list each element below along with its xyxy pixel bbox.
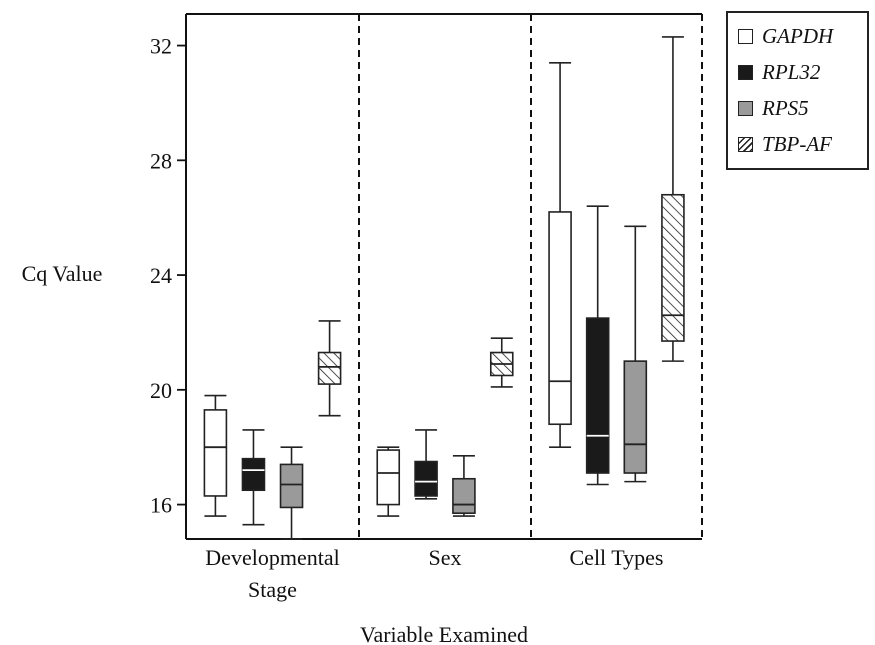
y-tick-label: 28: [150, 148, 172, 173]
legend-label: RPS5: [762, 95, 809, 120]
group-label: Sex: [429, 545, 462, 570]
legend-swatch: [738, 64, 753, 80]
legend-label: RPL32: [762, 59, 821, 84]
y-tick-label: 20: [150, 378, 172, 403]
group-label-line: Cell Types: [570, 545, 664, 570]
group-label: Developmental Stage: [205, 545, 339, 602]
x-axis-label: Variable Examined: [360, 622, 528, 645]
legend-label: GAPDH: [762, 23, 834, 48]
group-label-line: Developmental: [205, 545, 339, 570]
group-label-line: Sex: [429, 545, 462, 570]
y-axis-label: Cq Value: [22, 261, 103, 286]
group-label: Cell Types: [570, 545, 664, 570]
legend-item-rps5: RPS5: [738, 93, 809, 123]
box-rpl32-g1: [414, 460, 438, 497]
box-gapdh-g0: [203, 409, 228, 497]
box-tbp-af-g2: [661, 193, 685, 342]
box-gapdh-g1: [376, 449, 401, 506]
legend-swatch: [738, 28, 753, 44]
legend: GAPDH RPL32 RPS5 TBP-AF: [726, 11, 869, 170]
legend-item-rpl32: RPL32: [738, 57, 820, 87]
y-tick-label: 16: [150, 493, 172, 518]
legend-item-tbp-af: TBP-AF: [738, 129, 832, 159]
group-label-line: Stage: [248, 577, 297, 602]
legend-item-gapdh: GAPDH: [738, 21, 833, 51]
box-tbp-af-g0: [317, 351, 342, 385]
y-tick-label: 24: [150, 263, 172, 288]
box-rpl32-g2: [585, 317, 610, 474]
legend-swatch: [738, 136, 753, 152]
box-rps5-g2: [623, 360, 648, 474]
y-tick-label: 32: [150, 34, 172, 59]
legend-swatch: [738, 100, 753, 116]
box-gapdh-g2: [548, 211, 572, 426]
box-rps5-g1: [452, 477, 476, 514]
box-rps5-g0: [279, 463, 304, 509]
legend-label: TBP-AF: [762, 131, 832, 156]
box-rpl32-g0: [241, 457, 266, 492]
